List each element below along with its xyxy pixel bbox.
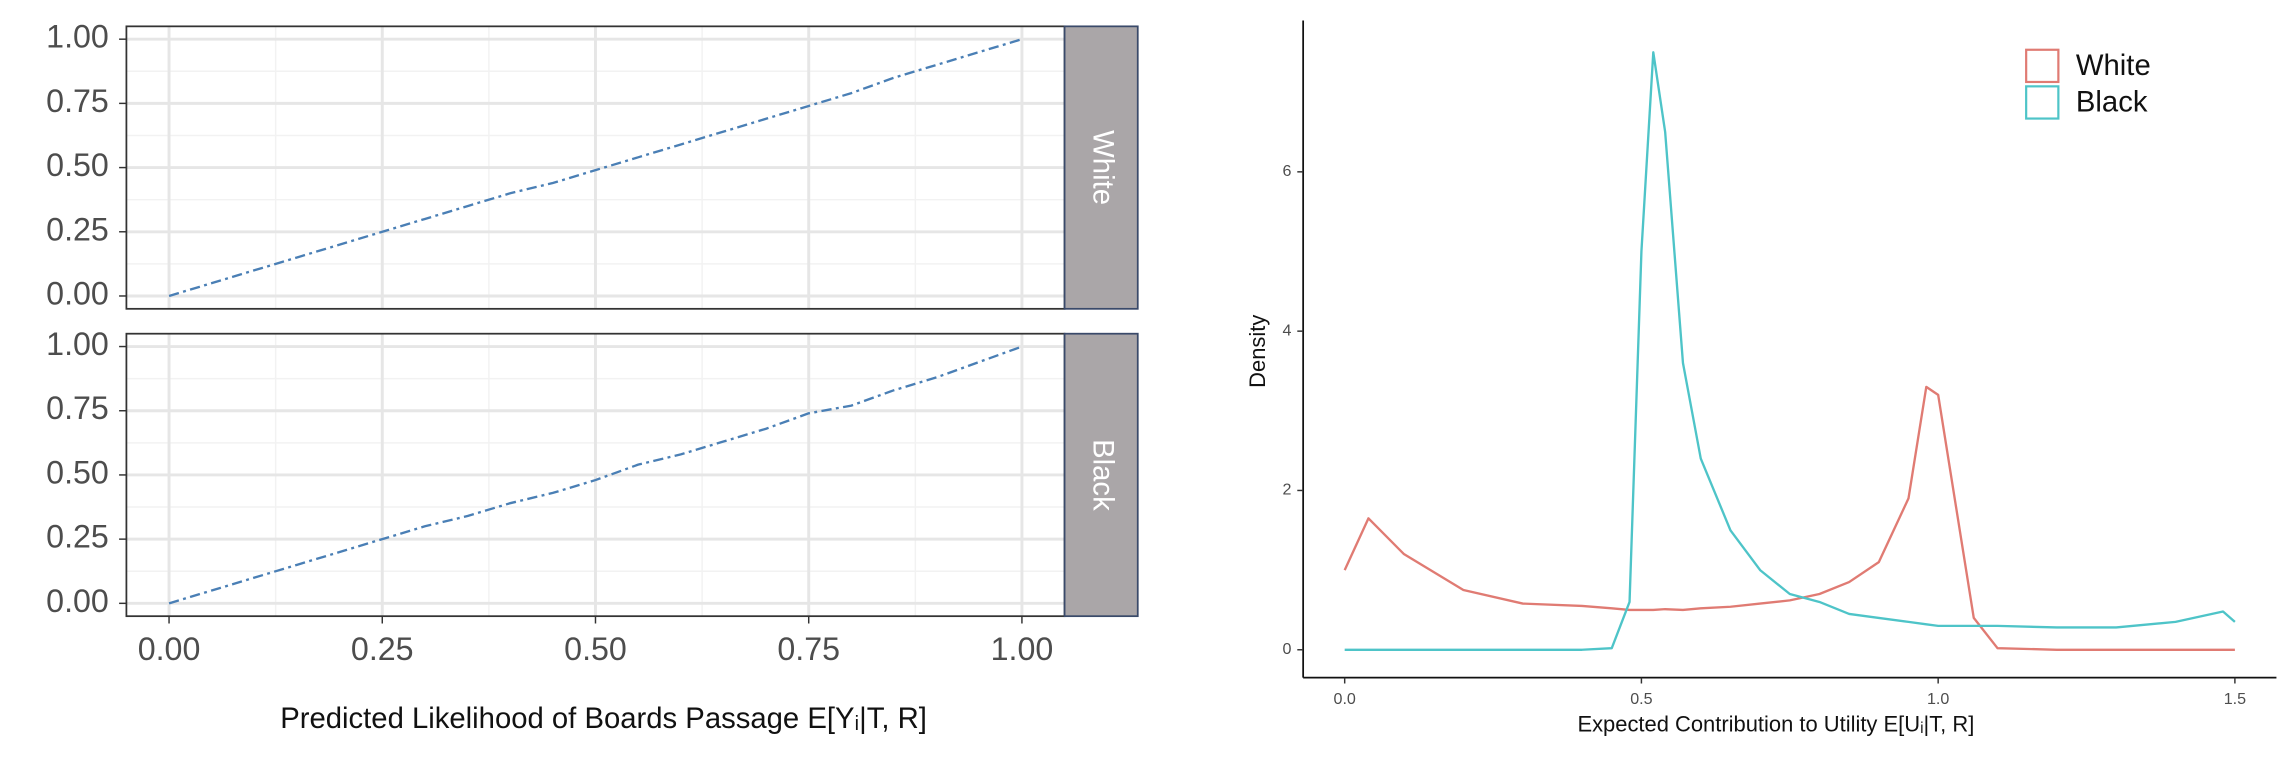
- legend-key: [2025, 48, 2060, 84]
- facet-strip: [1063, 332, 1139, 618]
- y-tick-label: 0.50: [46, 454, 109, 490]
- legend-label: Black: [2076, 87, 2148, 119]
- y-tick-label: 0: [1282, 640, 1291, 658]
- facet-label: Black: [1086, 439, 1118, 511]
- x-tick-label: 1.00: [991, 631, 1054, 667]
- y-tick-label: 0.25: [46, 211, 109, 247]
- x-tick-label: 1.5: [2224, 690, 2246, 708]
- x-tick-label: 0.0: [1334, 690, 1356, 708]
- data-line: [168, 38, 1023, 298]
- y-axis-label: Density: [1245, 315, 1270, 388]
- x-tick-label: 0.25: [351, 631, 414, 667]
- y-tick-label: 0.00: [46, 583, 109, 619]
- x-tick-label: 0.75: [777, 631, 840, 667]
- x-axis-label: Predicted Likelihood of Boards Passage E…: [280, 703, 927, 735]
- y-tick-label: 1.00: [46, 326, 109, 362]
- y-tick-label: 0.50: [46, 147, 109, 183]
- legend-label: White: [2076, 50, 2151, 82]
- y-tick-label: 0.25: [46, 519, 109, 555]
- data-line: [168, 345, 1023, 605]
- x-tick-label: 0.5: [1630, 690, 1652, 708]
- x-axis-label: Expected Contribution to Utility E[Uᵢ|T,…: [1577, 712, 1974, 737]
- y-tick-label: 0.75: [46, 390, 109, 426]
- x-tick-label: 0.00: [138, 631, 201, 667]
- x-tick-label: 1.0: [1927, 690, 1949, 708]
- y-tick-label: 0.00: [46, 275, 109, 311]
- facet-label: White: [1086, 130, 1118, 205]
- y-tick-label: 0.75: [46, 83, 109, 119]
- y-tick-label: 1.00: [46, 19, 109, 55]
- y-tick-label: 4: [1282, 321, 1291, 339]
- density-line: [1344, 51, 2236, 651]
- y-tick-label: 6: [1282, 162, 1291, 180]
- density-line: [1343, 385, 2235, 651]
- y-tick-label: 2: [1282, 481, 1291, 499]
- legend-key: [2025, 85, 2060, 120]
- facet-strip: [1063, 25, 1139, 310]
- x-tick-label: 0.50: [564, 631, 627, 667]
